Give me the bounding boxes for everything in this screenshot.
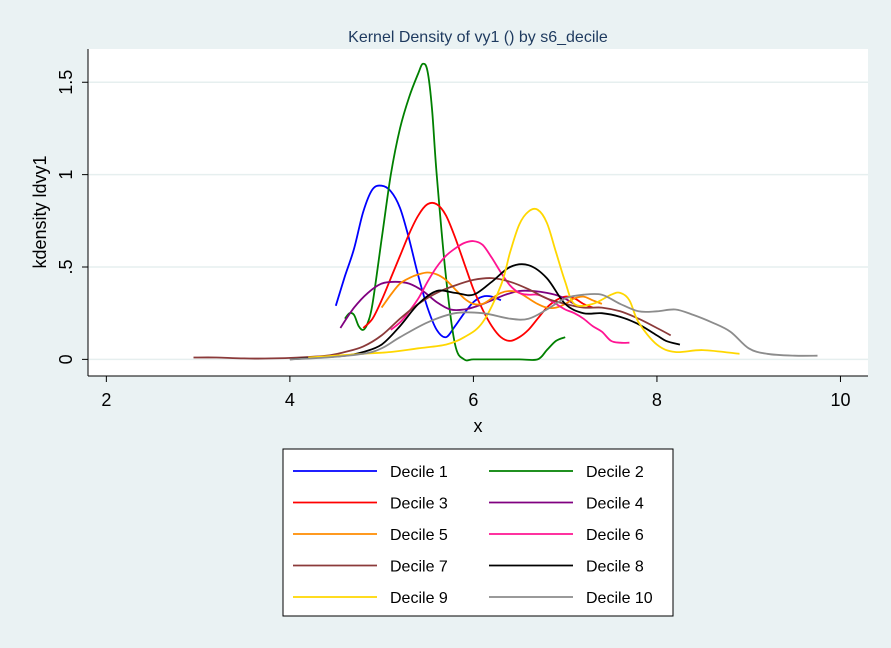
series-line-decile-9	[308, 207, 740, 359]
legend-label-decile-5: Decile 5	[390, 527, 448, 544]
legend-label-decile-8: Decile 8	[586, 559, 644, 576]
x-tick-label-3: 8	[652, 390, 662, 410]
y-tick-label-1: .5	[56, 259, 76, 274]
y-tick-label-2: 1	[56, 170, 76, 180]
x-tick-label-4: 10	[830, 390, 850, 410]
legend-label-decile-4: Decile 4	[586, 496, 644, 513]
series-lines	[193, 62, 818, 362]
series-line-decile-10	[289, 292, 818, 361]
legend-label-decile-2: Decile 2	[586, 464, 644, 481]
legend-label-decile-6: Decile 6	[586, 527, 644, 544]
x-tick-label-2: 6	[468, 390, 478, 410]
x-tick-label-1: 4	[285, 390, 295, 410]
series-line-decile-6	[390, 240, 630, 344]
y-tick-label-0: 0	[56, 354, 76, 364]
x-tick-label-0: 2	[101, 390, 111, 410]
series-line-decile-2	[344, 62, 566, 362]
x-axis-label: x	[474, 416, 483, 436]
y-tick-label-3: 1.5	[56, 70, 76, 95]
legend-box	[282, 448, 674, 617]
series-line-decile-8	[289, 263, 681, 361]
chart-title: Kernel Density of vy1 () by s6_decile	[348, 29, 608, 46]
plot-area	[88, 49, 868, 376]
axes: 0 .5 1 1.5 2 4 6 8 10	[56, 49, 868, 410]
legend: Decile 1 Decile 2 Decile 3 Decile 4 Decile 5…	[282, 448, 674, 617]
y-axis-label: kdensity ldvy1	[30, 155, 50, 268]
legend-label-decile-3: Decile 3	[390, 496, 448, 513]
legend-label-decile-1: Decile 1	[390, 464, 448, 481]
legend-label-decile-9: Decile 9	[390, 590, 448, 607]
series-line-decile-7	[193, 277, 672, 360]
legend-label-decile-7: Decile 7	[390, 559, 448, 576]
series-line-decile-1	[334, 184, 502, 339]
legend-label-decile-10: Decile 10	[586, 590, 653, 607]
